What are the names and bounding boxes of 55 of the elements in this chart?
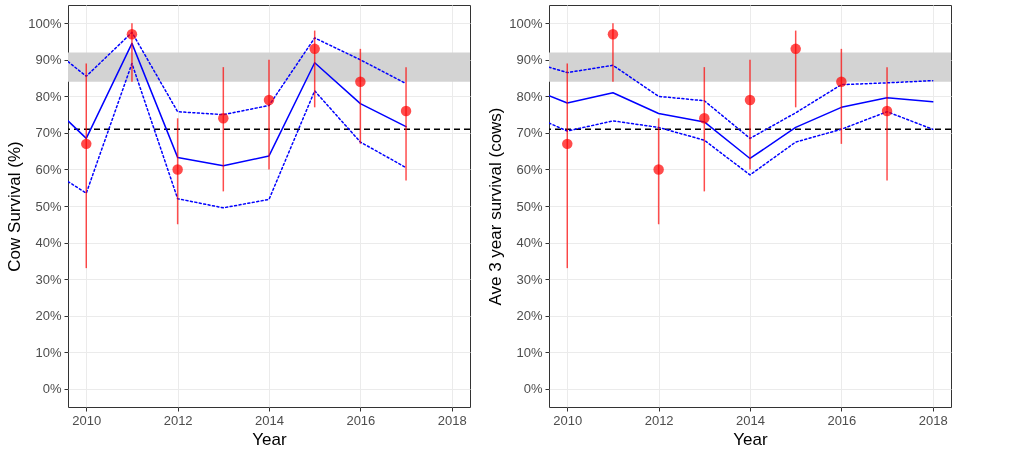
line-series xyxy=(549,64,934,140)
point xyxy=(126,29,138,40)
y-tick-label: 40% xyxy=(516,235,543,251)
y-tick-label: 20% xyxy=(516,308,543,324)
y-tick-label: 20% xyxy=(35,308,62,324)
point xyxy=(218,113,229,124)
point xyxy=(607,29,619,40)
line-series xyxy=(68,42,407,167)
point xyxy=(172,164,183,175)
x-axis-title: Year xyxy=(733,429,769,449)
y-tick-label: 60% xyxy=(35,161,62,177)
y-tick-label: 10% xyxy=(516,344,543,360)
y-tick-label: 0% xyxy=(523,381,543,397)
x-tick-label: 2010 xyxy=(553,412,583,428)
y-tick-label: 60% xyxy=(516,161,543,177)
y-axis-title: Cow Survival (%) xyxy=(5,141,25,272)
line-series xyxy=(549,91,934,160)
x-tick-label: 2012 xyxy=(163,412,193,428)
y-tick-label: 0% xyxy=(42,381,62,397)
y-tick-label: 50% xyxy=(516,198,543,214)
point xyxy=(744,94,756,106)
x-tick-label: 2010 xyxy=(72,412,102,428)
point xyxy=(309,43,320,55)
point xyxy=(790,43,801,55)
point xyxy=(400,105,412,117)
y-tick-label: 10% xyxy=(35,344,62,360)
point xyxy=(355,76,366,87)
y-tick-label: 80% xyxy=(35,88,62,104)
y-tick-label: 70% xyxy=(35,125,62,141)
point xyxy=(699,113,710,124)
point xyxy=(263,94,275,106)
x-tick-label: 2018 xyxy=(918,412,948,428)
x-tick-label: 2016 xyxy=(827,412,857,428)
y-tick-label: 70% xyxy=(516,125,543,141)
point xyxy=(81,138,92,150)
y-tick-label: 100% xyxy=(28,15,62,31)
x-tick-label: 2012 xyxy=(644,412,674,428)
y-tick-label: 90% xyxy=(35,52,62,68)
point xyxy=(562,138,573,150)
x-tick-label: 2014 xyxy=(736,412,765,428)
point xyxy=(653,164,664,175)
x-axis-title: Year xyxy=(252,429,288,449)
x-tick-label: 2014 xyxy=(255,412,284,428)
y-axis-title: Ave 3 year survival (cows) xyxy=(486,107,506,306)
y-tick-label: 30% xyxy=(516,271,543,287)
y-tick-label: 80% xyxy=(516,88,543,104)
point xyxy=(836,76,847,87)
x-tick-label: 2016 xyxy=(346,412,376,428)
point xyxy=(881,105,893,117)
x-tick-label: 2018 xyxy=(437,412,467,428)
y-tick-label: 40% xyxy=(35,235,62,251)
y-tick-label: 30% xyxy=(35,271,62,287)
y-tick-label: 90% xyxy=(516,52,543,68)
y-tick-label: 50% xyxy=(35,198,62,214)
y-tick-label: 100% xyxy=(509,15,543,31)
